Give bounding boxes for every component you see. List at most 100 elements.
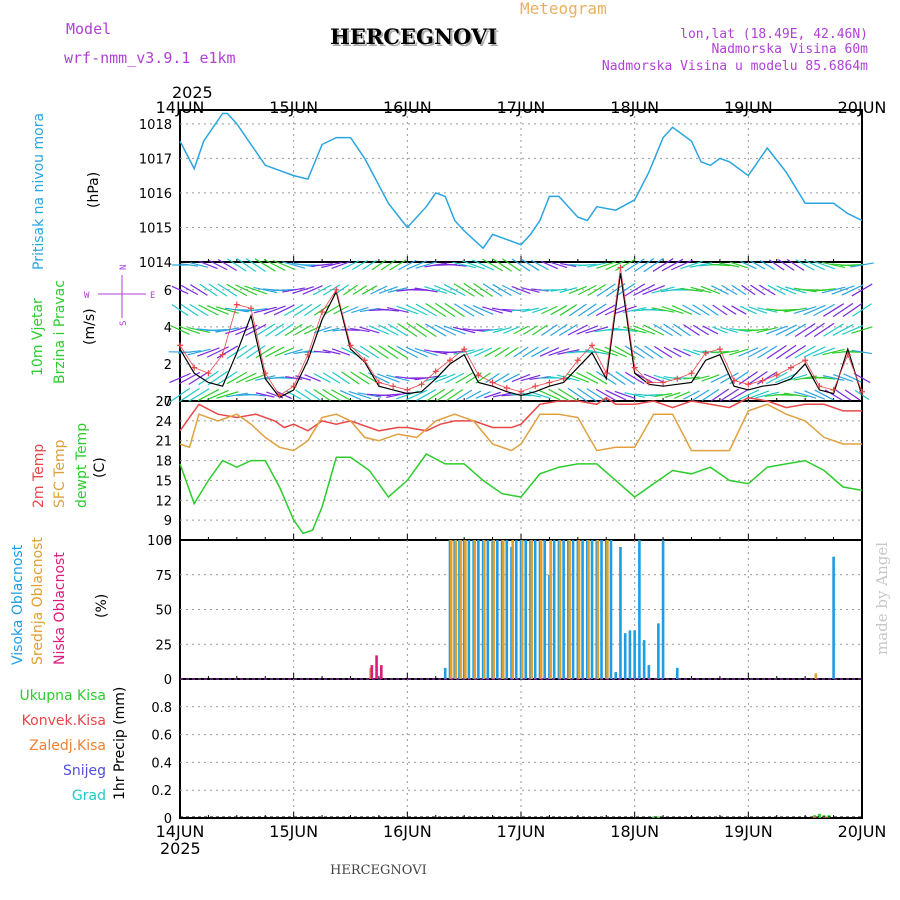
precip-frame bbox=[179, 678, 863, 819]
precip-label-snow: Snijeg bbox=[63, 763, 106, 779]
wind-barb bbox=[758, 284, 776, 296]
wind-barb bbox=[378, 344, 399, 360]
wind-barb bbox=[614, 390, 636, 400]
precip-tick-label: 0 bbox=[164, 812, 172, 827]
wind-barb bbox=[539, 347, 560, 357]
wind-barb bbox=[442, 263, 467, 267]
temp-tick-label: 15 bbox=[155, 474, 172, 489]
wind-barb bbox=[653, 374, 673, 382]
wind-barb bbox=[302, 285, 323, 295]
wind-barb bbox=[171, 285, 189, 295]
wind-barb bbox=[683, 376, 700, 380]
wind-barb bbox=[206, 305, 229, 315]
wind-barb bbox=[304, 374, 321, 382]
wind-barb bbox=[472, 259, 495, 271]
wind-barb bbox=[387, 345, 409, 359]
date-label-bottom: 19JUN bbox=[724, 822, 773, 841]
wind-label-1: 10m Vjetar bbox=[30, 298, 46, 376]
wind-barb bbox=[359, 326, 380, 334]
cloud-high-bar bbox=[514, 540, 518, 679]
wind-barb bbox=[832, 324, 854, 336]
wind-barb bbox=[245, 373, 267, 383]
temp-tick-label: 6 bbox=[164, 534, 172, 549]
wind-barb bbox=[474, 347, 493, 357]
wind-barb bbox=[853, 372, 871, 384]
cloud-label-high: Visoka Oblacnost bbox=[10, 544, 26, 665]
wind-barb bbox=[255, 345, 275, 359]
precip-total-bar bbox=[652, 816, 656, 818]
wind-barb bbox=[465, 390, 482, 400]
cloud-high-bar bbox=[647, 665, 651, 679]
temp-tick-label: 12 bbox=[155, 494, 172, 509]
wind-barb bbox=[415, 322, 437, 338]
pressure-frame bbox=[179, 109, 863, 263]
altitude-label: Nadmorska Visina 60m bbox=[711, 42, 868, 57]
wind-barb bbox=[199, 283, 218, 297]
cloud-tick-label: 50 bbox=[155, 604, 172, 619]
wind-barb bbox=[833, 374, 854, 382]
wind-barb bbox=[511, 373, 531, 383]
wind-barb bbox=[511, 308, 531, 312]
wind-barb bbox=[396, 345, 419, 359]
wind-barb bbox=[245, 257, 266, 273]
precip-tick-label: 0.2 bbox=[151, 784, 172, 799]
wind-barb bbox=[531, 259, 549, 271]
wind-barb bbox=[595, 303, 617, 317]
compass-n: N bbox=[119, 265, 129, 270]
wind-barb bbox=[615, 371, 636, 385]
temp-tick-label: 9 bbox=[164, 514, 172, 529]
wind-barb bbox=[504, 346, 519, 358]
wind-barb bbox=[851, 326, 873, 334]
wind-barb bbox=[701, 388, 720, 402]
wind-barb bbox=[352, 260, 368, 270]
wind-barb bbox=[463, 303, 485, 317]
wind-gust-line bbox=[179, 267, 863, 396]
wind-barb bbox=[586, 371, 608, 385]
wind-barb bbox=[719, 388, 740, 402]
wind-barb bbox=[804, 259, 825, 271]
wind-barb bbox=[748, 306, 768, 314]
wind-barb bbox=[190, 284, 208, 296]
wind-barb bbox=[178, 325, 201, 335]
wind-barb bbox=[189, 262, 209, 268]
wind-barb bbox=[586, 303, 607, 317]
temp-label-2m: 2m Temp bbox=[31, 444, 47, 508]
wind-barb bbox=[511, 285, 531, 295]
wind-barb bbox=[255, 392, 275, 398]
wind-barb bbox=[585, 326, 609, 334]
wind-barb bbox=[433, 284, 457, 296]
wind-barb bbox=[692, 304, 710, 316]
precip-conv-bar bbox=[814, 816, 818, 818]
wind-barb bbox=[198, 370, 219, 386]
wind-barb bbox=[243, 308, 268, 312]
wind-barb bbox=[171, 303, 189, 317]
wind-barb bbox=[414, 287, 438, 293]
wind-barb bbox=[541, 305, 558, 315]
cloud-mid-bar bbox=[473, 540, 477, 679]
wind-barb bbox=[841, 284, 864, 296]
wind-barb bbox=[641, 308, 666, 312]
cloud-tick-label: 0 bbox=[164, 673, 172, 688]
wind-barb bbox=[492, 392, 512, 398]
wind-barb bbox=[199, 260, 218, 270]
wind-barb bbox=[485, 372, 500, 384]
wind-barb bbox=[577, 263, 597, 267]
cloud-mid-bar bbox=[464, 540, 467, 679]
wind-barb bbox=[643, 373, 664, 383]
wind-barb bbox=[343, 284, 358, 296]
wind-barb bbox=[841, 325, 864, 335]
cloud-high-bar bbox=[609, 540, 613, 679]
wind-barb bbox=[272, 259, 296, 271]
date-label-bottom: 16JUN bbox=[383, 822, 432, 841]
cloud-high-bar bbox=[552, 540, 556, 679]
cloud-high-bar bbox=[619, 546, 622, 679]
wind-barb bbox=[378, 324, 399, 336]
wind-barb bbox=[377, 373, 400, 383]
wind-barb bbox=[492, 258, 513, 272]
wind-barb bbox=[834, 389, 852, 401]
wind-barb bbox=[741, 284, 756, 296]
wind-barb bbox=[377, 308, 399, 312]
cloud-mid-bar bbox=[549, 540, 552, 679]
wind-barb bbox=[520, 374, 541, 382]
